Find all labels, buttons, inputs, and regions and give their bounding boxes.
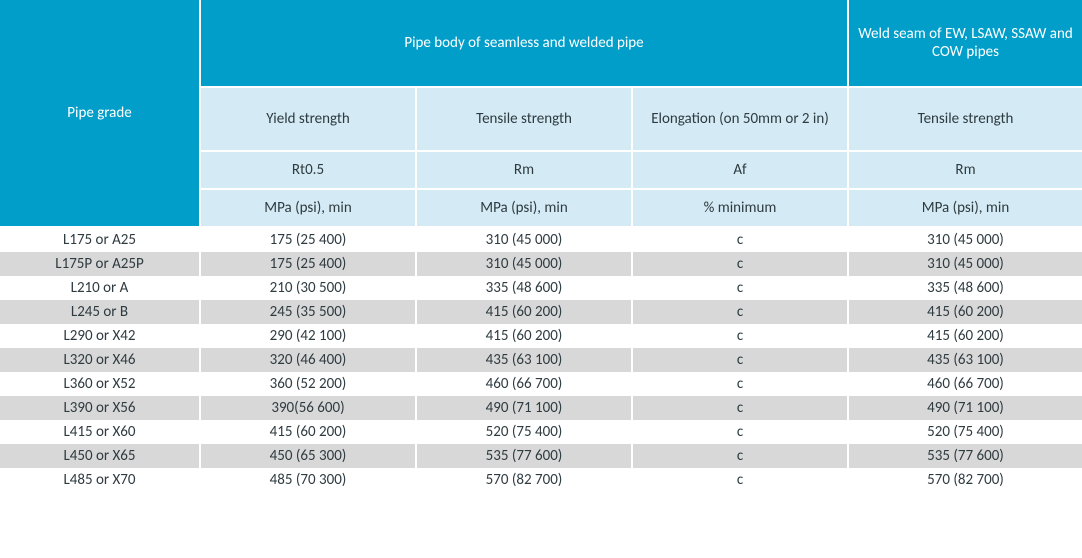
col-symbol-weld-tensile: Rm — [848, 151, 1082, 189]
cell-tensile: 460 (66 700) — [416, 372, 632, 396]
table-row: L390 or X56390(56 600)490 (71 100)c490 (… — [0, 396, 1082, 420]
cell-yield: 450 (65 300) — [200, 444, 416, 468]
cell-yield: 290 (42 100) — [200, 324, 416, 348]
table-row: L320 or X46320 (46 400)435 (63 100)c435 … — [0, 348, 1082, 372]
col-header-weld-tensile: Tensile strength — [848, 87, 1082, 151]
cell-elong: c — [632, 348, 848, 372]
cell-yield: 390(56 600) — [200, 396, 416, 420]
table-row: L415 or X60415 (60 200)520 (75 400)c520 … — [0, 420, 1082, 444]
cell-elong: c — [632, 252, 848, 276]
cell-weld: 335 (48 600) — [848, 276, 1082, 300]
cell-grade: L290 or X42 — [0, 324, 200, 348]
cell-weld: 520 (75 400) — [848, 420, 1082, 444]
table-row: L245 or B245 (35 500)415 (60 200)c415 (6… — [0, 300, 1082, 324]
table-row: L290 or X42290 (42 100)415 (60 200)c415 … — [0, 324, 1082, 348]
col-symbol-elongation: Af — [632, 151, 848, 189]
cell-elong: c — [632, 444, 848, 468]
table-row: L360 or X52360 (52 200)460 (66 700)c460 … — [0, 372, 1082, 396]
cell-elong: c — [632, 276, 848, 300]
cell-yield: 415 (60 200) — [200, 420, 416, 444]
cell-elong: c — [632, 227, 848, 252]
cell-grade: L360 or X52 — [0, 372, 200, 396]
cell-weld: 460 (66 700) — [848, 372, 1082, 396]
cell-tensile: 535 (77 600) — [416, 444, 632, 468]
cell-grade: L485 or X70 — [0, 468, 200, 492]
col-unit-weld-tensile: MPa (psi), min — [848, 189, 1082, 227]
col-unit-yield: MPa (psi), min — [200, 189, 416, 227]
pipe-spec-table: Pipe grade Pipe body of seamless and wel… — [0, 0, 1082, 492]
cell-grade: L210 or A — [0, 276, 200, 300]
cell-elong: c — [632, 468, 848, 492]
cell-elong: c — [632, 300, 848, 324]
cell-tensile: 435 (63 100) — [416, 348, 632, 372]
table-body: L175 or A25175 (25 400)310 (45 000)c310 … — [0, 227, 1082, 492]
cell-tensile: 310 (45 000) — [416, 252, 632, 276]
col-group-body: Pipe body of seamless and welded pipe — [200, 0, 848, 87]
cell-tensile: 490 (71 100) — [416, 396, 632, 420]
cell-weld: 415 (60 200) — [848, 324, 1082, 348]
cell-yield: 175 (25 400) — [200, 252, 416, 276]
cell-elong: c — [632, 372, 848, 396]
cell-yield: 210 (30 500) — [200, 276, 416, 300]
cell-yield: 320 (46 400) — [200, 348, 416, 372]
cell-elong: c — [632, 420, 848, 444]
cell-tensile: 570 (82 700) — [416, 468, 632, 492]
col-symbol-tensile: Rm — [416, 151, 632, 189]
cell-yield: 175 (25 400) — [200, 227, 416, 252]
table-row: L175P or A25P175 (25 400)310 (45 000)c31… — [0, 252, 1082, 276]
cell-elong: c — [632, 324, 848, 348]
col-unit-elongation: % minimum — [632, 189, 848, 227]
col-header-pipe-grade: Pipe grade — [0, 0, 200, 227]
cell-yield: 485 (70 300) — [200, 468, 416, 492]
col-header-yield: Yield strength — [200, 87, 416, 151]
cell-weld: 310 (45 000) — [848, 252, 1082, 276]
cell-weld: 435 (63 100) — [848, 348, 1082, 372]
table-row: L175 or A25175 (25 400)310 (45 000)c310 … — [0, 227, 1082, 252]
cell-tensile: 335 (48 600) — [416, 276, 632, 300]
cell-grade: L245 or B — [0, 300, 200, 324]
cell-elong: c — [632, 396, 848, 420]
cell-tensile: 415 (60 200) — [416, 324, 632, 348]
cell-grade: L175 or A25 — [0, 227, 200, 252]
col-header-tensile: Tensile strength — [416, 87, 632, 151]
cell-grade: L175P or A25P — [0, 252, 200, 276]
cell-grade: L415 or X60 — [0, 420, 200, 444]
cell-yield: 360 (52 200) — [200, 372, 416, 396]
cell-weld: 570 (82 700) — [848, 468, 1082, 492]
cell-tensile: 415 (60 200) — [416, 300, 632, 324]
cell-grade: L320 or X46 — [0, 348, 200, 372]
cell-grade: L450 or X65 — [0, 444, 200, 468]
cell-weld: 535 (77 600) — [848, 444, 1082, 468]
col-header-elongation: Elongation (on 50mm or 2 in) — [632, 87, 848, 151]
cell-weld: 415 (60 200) — [848, 300, 1082, 324]
cell-yield: 245 (35 500) — [200, 300, 416, 324]
col-group-weld: Weld seam of EW, LSAW, SSAW and COW pipe… — [848, 0, 1082, 87]
cell-weld: 490 (71 100) — [848, 396, 1082, 420]
cell-grade: L390 or X56 — [0, 396, 200, 420]
table-row: L210 or A210 (30 500)335 (48 600)c335 (4… — [0, 276, 1082, 300]
table-row: L485 or X70485 (70 300)570 (82 700)c570 … — [0, 468, 1082, 492]
col-unit-tensile: MPa (psi), min — [416, 189, 632, 227]
col-symbol-yield: Rt0.5 — [200, 151, 416, 189]
table-row: L450 or X65450 (65 300)535 (77 600)c535 … — [0, 444, 1082, 468]
cell-tensile: 520 (75 400) — [416, 420, 632, 444]
cell-tensile: 310 (45 000) — [416, 227, 632, 252]
cell-weld: 310 (45 000) — [848, 227, 1082, 252]
